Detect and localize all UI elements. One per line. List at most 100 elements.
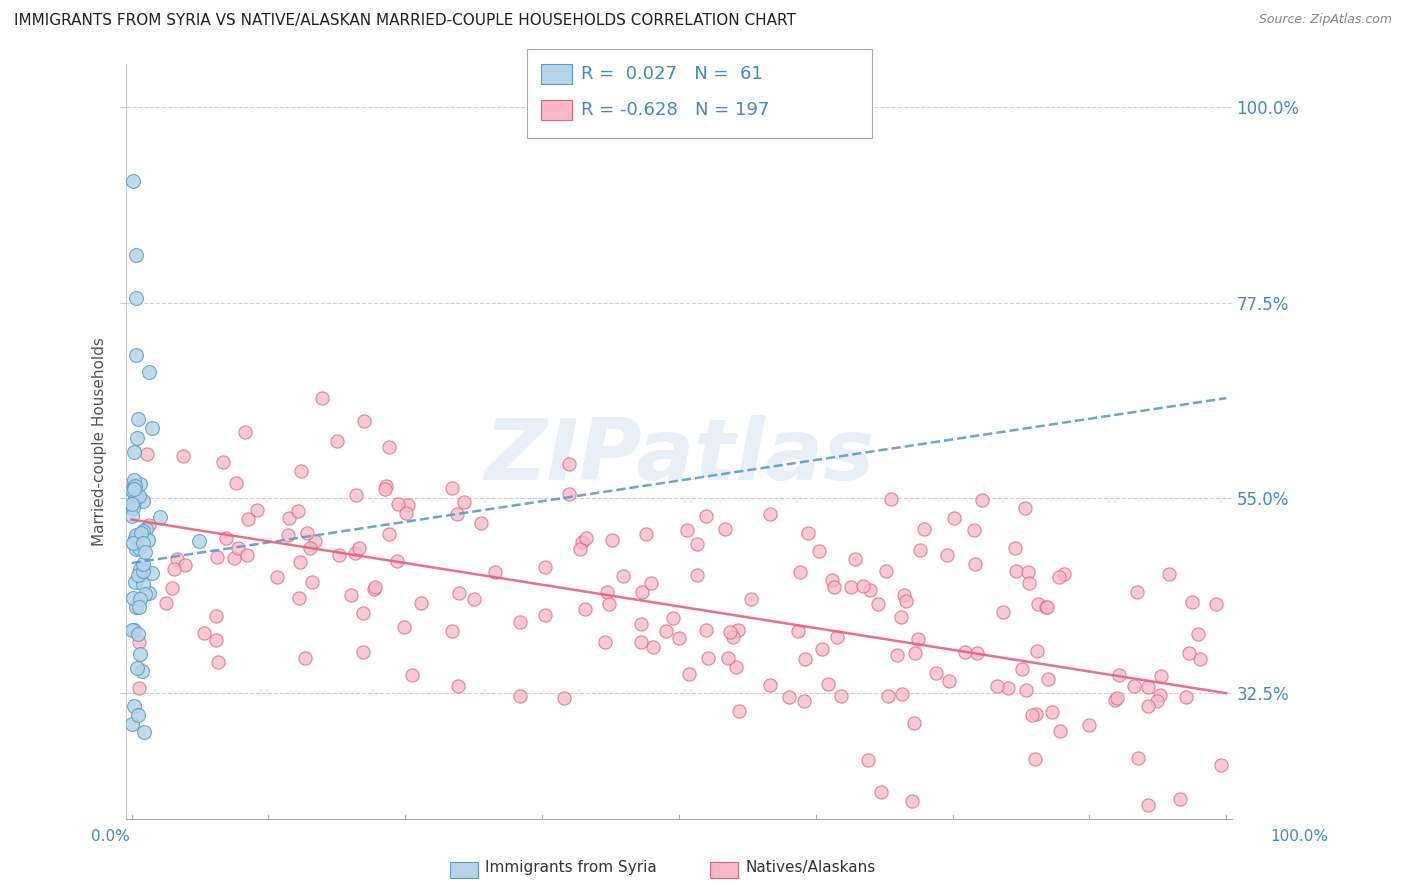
Point bbox=[484, 565, 506, 579]
Point bbox=[266, 570, 288, 584]
Point bbox=[1004, 541, 1026, 555]
Point bbox=[943, 511, 966, 525]
Point bbox=[1025, 706, 1047, 721]
Point bbox=[121, 501, 143, 516]
Point bbox=[188, 534, 211, 549]
Point bbox=[233, 425, 256, 439]
Point bbox=[830, 689, 852, 703]
Point bbox=[870, 785, 893, 799]
Point bbox=[446, 508, 468, 522]
Point bbox=[160, 581, 183, 595]
Point bbox=[718, 625, 741, 640]
Point bbox=[385, 553, 408, 567]
Point bbox=[631, 585, 654, 599]
Point bbox=[396, 498, 419, 512]
Point bbox=[409, 596, 432, 610]
Point bbox=[122, 478, 145, 492]
Point bbox=[970, 493, 993, 508]
Point bbox=[1036, 599, 1059, 614]
Point bbox=[238, 511, 260, 525]
Point bbox=[132, 536, 155, 550]
Point bbox=[793, 693, 815, 707]
Point bbox=[827, 630, 849, 644]
Point bbox=[1024, 752, 1046, 766]
Point bbox=[134, 545, 156, 559]
Point bbox=[817, 677, 839, 691]
Point bbox=[222, 551, 245, 566]
Point bbox=[287, 503, 309, 517]
Point bbox=[575, 531, 598, 545]
Point bbox=[875, 565, 897, 579]
Point bbox=[986, 679, 1008, 693]
Point bbox=[966, 646, 988, 660]
Point bbox=[125, 431, 148, 445]
Point bbox=[124, 623, 146, 637]
Point bbox=[132, 564, 155, 578]
Point bbox=[1015, 683, 1038, 698]
Point bbox=[136, 533, 159, 547]
Text: 0.0%: 0.0% bbox=[91, 830, 131, 844]
Point bbox=[121, 716, 143, 731]
Point bbox=[793, 651, 815, 665]
Point bbox=[125, 541, 148, 556]
Point bbox=[132, 524, 155, 538]
Point bbox=[138, 365, 160, 379]
Point bbox=[125, 248, 148, 262]
Point bbox=[695, 623, 717, 637]
Point bbox=[288, 555, 311, 569]
Point bbox=[207, 656, 229, 670]
Point bbox=[880, 491, 903, 506]
Point bbox=[1189, 652, 1212, 666]
Point bbox=[823, 580, 845, 594]
Point bbox=[553, 691, 575, 706]
Point bbox=[1126, 750, 1149, 764]
Point bbox=[728, 704, 751, 718]
Point bbox=[125, 291, 148, 305]
Point bbox=[630, 617, 652, 632]
Text: R = -0.628   N = 197: R = -0.628 N = 197 bbox=[581, 101, 769, 119]
Point bbox=[121, 508, 143, 523]
Point bbox=[132, 563, 155, 577]
Point bbox=[121, 497, 143, 511]
Point bbox=[125, 348, 148, 362]
Text: ZIPatlas: ZIPatlas bbox=[484, 415, 875, 498]
Point bbox=[347, 541, 370, 556]
Point bbox=[678, 666, 700, 681]
Point bbox=[991, 606, 1014, 620]
Point bbox=[807, 544, 830, 558]
Point bbox=[124, 479, 146, 493]
Point bbox=[395, 506, 418, 520]
Point bbox=[533, 559, 555, 574]
Point bbox=[374, 482, 396, 496]
Point bbox=[193, 626, 215, 640]
Point bbox=[394, 620, 416, 634]
Point bbox=[686, 568, 709, 582]
Y-axis label: Married-couple Households: Married-couple Households bbox=[93, 337, 107, 546]
Point bbox=[856, 753, 879, 767]
Point bbox=[127, 661, 149, 675]
Point bbox=[236, 549, 259, 563]
Point bbox=[128, 635, 150, 649]
Point bbox=[378, 526, 401, 541]
Point bbox=[558, 487, 581, 501]
Point bbox=[533, 607, 555, 622]
Point bbox=[301, 575, 323, 590]
Point bbox=[721, 630, 744, 644]
Point bbox=[612, 569, 634, 583]
Point bbox=[668, 631, 690, 645]
Point bbox=[935, 548, 957, 562]
Point bbox=[124, 575, 146, 590]
Point bbox=[1005, 564, 1028, 578]
Point bbox=[811, 642, 834, 657]
Point bbox=[1014, 501, 1036, 516]
Point bbox=[600, 533, 623, 547]
Point bbox=[125, 527, 148, 541]
Point bbox=[894, 594, 917, 608]
Point bbox=[387, 497, 409, 511]
Point bbox=[204, 633, 226, 648]
Point bbox=[953, 644, 976, 658]
Point bbox=[1011, 663, 1033, 677]
Point bbox=[132, 557, 155, 571]
Point bbox=[1108, 668, 1130, 682]
Point bbox=[1149, 688, 1171, 702]
